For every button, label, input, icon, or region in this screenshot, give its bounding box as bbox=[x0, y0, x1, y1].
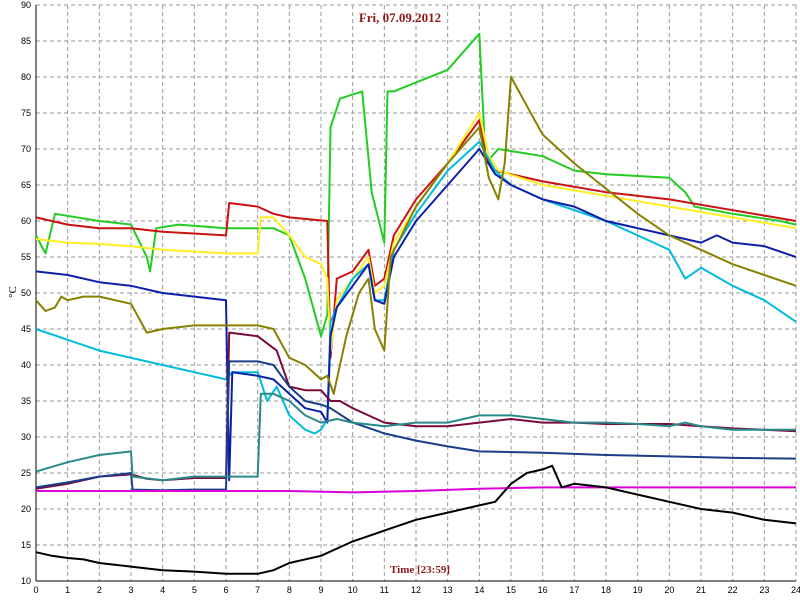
y-tick-label: 70 bbox=[21, 144, 31, 154]
x-tick-label: 22 bbox=[728, 585, 738, 595]
x-tick-label: 0 bbox=[33, 585, 38, 595]
x-tick-label: 9 bbox=[318, 585, 323, 595]
x-tick-label: 17 bbox=[569, 585, 579, 595]
x-tick-label: 1 bbox=[65, 585, 70, 595]
x-tick-label: 21 bbox=[696, 585, 706, 595]
series-group bbox=[35, 32, 797, 575]
y-tick-label: 20 bbox=[21, 504, 31, 514]
y-tick-label: 30 bbox=[21, 432, 31, 442]
series-line-8 bbox=[35, 360, 797, 492]
x-tick-label: 20 bbox=[664, 585, 674, 595]
series-line-10 bbox=[36, 486, 796, 494]
x-tick-label: 19 bbox=[633, 585, 643, 595]
x-tick-label: 10 bbox=[348, 585, 358, 595]
y-tick-label: 65 bbox=[21, 180, 31, 190]
x-tick-label: 13 bbox=[443, 585, 453, 595]
x-tick-label: 14 bbox=[474, 585, 484, 595]
x-tick-label: 3 bbox=[128, 585, 133, 595]
y-tick-label: 75 bbox=[21, 108, 31, 118]
plot-frame bbox=[35, 5, 796, 582]
series-line-6 bbox=[35, 76, 797, 395]
y-tick-label: 40 bbox=[21, 360, 31, 370]
y-tick-label: 10 bbox=[21, 576, 31, 586]
y-tick-label: 60 bbox=[21, 216, 31, 226]
y-axis-label: °C bbox=[7, 286, 19, 298]
series-line-9 bbox=[35, 392, 796, 482]
series-line-1 bbox=[35, 32, 797, 338]
y-tick-label: 50 bbox=[21, 288, 31, 298]
x-tick-label: 24 bbox=[791, 585, 800, 595]
x-tick-label: 16 bbox=[538, 585, 548, 595]
series-line-2 bbox=[35, 119, 797, 359]
x-tick-label: 6 bbox=[223, 585, 228, 595]
y-tick-label: 85 bbox=[21, 36, 31, 46]
x-tick-label: 8 bbox=[287, 585, 292, 595]
x-tick-label: 15 bbox=[506, 585, 516, 595]
y-tick-label: 90 bbox=[21, 0, 31, 10]
x-tick-label: 7 bbox=[255, 585, 260, 595]
x-axis-ticks: 0 1 2 3 4 5 6 7 8 9 10 11 12 13 14 15 16 17 18 19 20 21 22 23 24 bbox=[33, 585, 800, 595]
y-tick-label: 35 bbox=[21, 396, 31, 406]
x-tick-label: 11 bbox=[380, 585, 389, 595]
chart-title: Fri, 07.09.2012 bbox=[359, 10, 441, 25]
x-tick-label: 2 bbox=[97, 585, 102, 595]
series-line-11 bbox=[35, 464, 797, 575]
grid-lines bbox=[35, 4, 797, 582]
x-tick-label: 18 bbox=[601, 585, 611, 595]
y-tick-label: 55 bbox=[21, 252, 31, 262]
y-tick-label: 45 bbox=[21, 324, 31, 334]
x-tick-label: 5 bbox=[192, 585, 197, 595]
x-tick-label: 23 bbox=[759, 585, 769, 595]
series-line-5 bbox=[35, 148, 797, 482]
series-line-3 bbox=[35, 112, 797, 352]
x-axis-label: Time [23:59] bbox=[390, 564, 450, 576]
y-tick-label: 80 bbox=[21, 72, 31, 82]
y-tick-label: 15 bbox=[21, 540, 31, 550]
y-axis-ticks: 10 15 20 25 30 35 40 45 50 55 60 65 70 75 80 85 90 bbox=[21, 0, 31, 586]
x-tick-label: 4 bbox=[160, 585, 165, 595]
y-tick-label: 25 bbox=[21, 468, 31, 478]
x-tick-label: 12 bbox=[411, 585, 421, 595]
